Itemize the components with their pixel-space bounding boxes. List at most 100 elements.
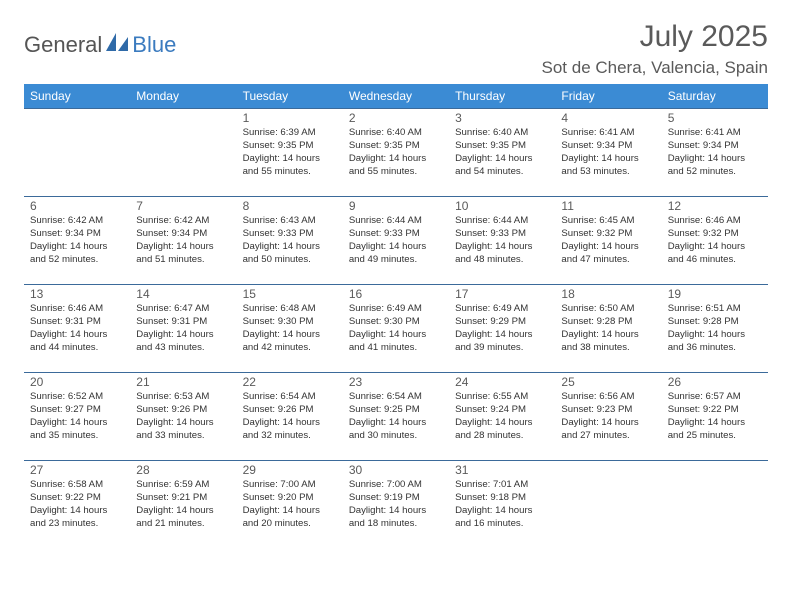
weekday-header: Saturday	[662, 84, 768, 109]
weekday-header: Tuesday	[237, 84, 343, 109]
day-number: 16	[349, 287, 443, 301]
location-text: Sot de Chera, Valencia, Spain	[542, 58, 769, 78]
day-number: 23	[349, 375, 443, 389]
calendar-cell: 30 Sunrise: 7:00 AMSunset: 9:19 PMDayligh…	[343, 461, 449, 549]
day-info: Sunrise: 6:44 AMSunset: 9:33 PMDaylight:…	[349, 215, 443, 267]
day-number: 14	[136, 287, 230, 301]
calendar-cell-empty	[130, 109, 236, 197]
day-number: 20	[30, 375, 124, 389]
calendar-row: 27Sunrise: 6:58 AMSunset: 9:22 PMDayligh…	[24, 461, 768, 549]
calendar-cell: 28Sunrise: 6:59 AMSunset: 9:21 PMDayligh…	[130, 461, 236, 549]
logo: General Blue	[24, 20, 176, 58]
day-number: 13	[30, 287, 124, 301]
day-number: 5	[668, 111, 762, 125]
day-info: Sunrise: 6:57 AMSunset: 9:22 PMDaylight:…	[668, 391, 762, 443]
calendar-cell: 3Sunrise: 6:40 AMSunset: 9:35 PMDaylight…	[449, 109, 555, 197]
logo-sail-icon	[106, 33, 128, 58]
day-number: 7	[136, 199, 230, 213]
day-number: 24	[455, 375, 549, 389]
day-info: Sunrise: 6:45 AMSunset: 9:32 PMDaylight:…	[561, 215, 655, 267]
day-number: 21	[136, 375, 230, 389]
header: General Blue July 2025 Sot de Chera, Val…	[24, 20, 768, 78]
calendar-cell: 13 Sunrise: 6:46 AMSunset: 9:31 PMDayligh…	[24, 285, 130, 373]
calendar-row: 1 Sunrise: 6:39 AMSunset: 9:35 PMDaylight…	[24, 109, 768, 197]
day-number: 25	[561, 375, 655, 389]
day-number: 18	[561, 287, 655, 301]
day-info: Sunrise: 6:46 AMSunset: 9:31 PMDaylight:…	[30, 303, 124, 355]
calendar-body: 1 Sunrise: 6:39 AMSunset: 9:35 PMDaylight…	[24, 109, 768, 549]
calendar-cell: 9 Sunrise: 6:44 AMSunset: 9:33 PMDaylight…	[343, 197, 449, 285]
day-info: Sunrise: 6:48 AMSunset: 9:30 PMDaylight:…	[243, 303, 337, 355]
calendar-table: SundayMondayTuesdayWednesdayThursdayFrid…	[24, 84, 768, 549]
calendar-cell: 17Sunrise: 6:49 AMSunset: 9:29 PMDayligh…	[449, 285, 555, 373]
day-number: 1	[243, 111, 337, 125]
calendar-cell: 24 Sunrise: 6:55 AMSunset: 9:24 PMDayligh…	[449, 373, 555, 461]
day-number: 4	[561, 111, 655, 125]
calendar-cell: 20Sunrise: 6:52 AMSunset: 9:27 PMDayligh…	[24, 373, 130, 461]
day-info: Sunrise: 6:41 AMSunset: 9:34 PMDaylight:…	[561, 127, 655, 179]
day-number: 10	[455, 199, 549, 213]
calendar-cell: 5 Sunrise: 6:41 AMSunset: 9:34 PMDaylight…	[662, 109, 768, 197]
day-info: Sunrise: 6:51 AMSunset: 9:28 PMDaylight:…	[668, 303, 762, 355]
calendar-cell: 22 Sunrise: 6:54 AMSunset: 9:26 PMDayligh…	[237, 373, 343, 461]
calendar-cell: 19 Sunrise: 6:51 AMSunset: 9:28 PMDayligh…	[662, 285, 768, 373]
day-info: Sunrise: 6:54 AMSunset: 9:26 PMDaylight:…	[243, 391, 337, 443]
calendar-cell: 18 Sunrise: 6:50 AMSunset: 9:28 PMDayligh…	[555, 285, 661, 373]
calendar-cell: 15 Sunrise: 6:48 AMSunset: 9:30 PMDayligh…	[237, 285, 343, 373]
calendar-cell: 12 Sunrise: 6:46 AMSunset: 9:32 PMDayligh…	[662, 197, 768, 285]
day-info: Sunrise: 6:47 AMSunset: 9:31 PMDaylight:…	[136, 303, 230, 355]
calendar-row: 13 Sunrise: 6:46 AMSunset: 9:31 PMDayligh…	[24, 285, 768, 373]
day-info: Sunrise: 6:55 AMSunset: 9:24 PMDaylight:…	[455, 391, 549, 443]
calendar-cell: 16 Sunrise: 6:49 AMSunset: 9:30 PMDayligh…	[343, 285, 449, 373]
day-number: 31	[455, 463, 549, 477]
day-info: Sunrise: 6:46 AMSunset: 9:32 PMDaylight:…	[668, 215, 762, 267]
day-info: Sunrise: 6:49 AMSunset: 9:30 PMDaylight:…	[349, 303, 443, 355]
day-number: 30	[349, 463, 443, 477]
calendar-row: 6 Sunrise: 6:42 AMSunset: 9:34 PMDaylight…	[24, 197, 768, 285]
day-number: 11	[561, 199, 655, 213]
day-number: 15	[243, 287, 337, 301]
day-number: 9	[349, 199, 443, 213]
calendar-cell: 1 Sunrise: 6:39 AMSunset: 9:35 PMDaylight…	[237, 109, 343, 197]
calendar-cell: 4 Sunrise: 6:41 AMSunset: 9:34 PMDaylight…	[555, 109, 661, 197]
calendar-cell: 27Sunrise: 6:58 AMSunset: 9:22 PMDayligh…	[24, 461, 130, 549]
calendar-cell: 7 Sunrise: 6:42 AMSunset: 9:34 PMDaylight…	[130, 197, 236, 285]
day-info: Sunrise: 6:40 AMSunset: 9:35 PMDaylight:…	[455, 127, 549, 179]
day-number: 2	[349, 111, 443, 125]
day-number: 28	[136, 463, 230, 477]
day-info: Sunrise: 6:40 AMSunset: 9:35 PMDaylight:…	[349, 127, 443, 179]
weekday-header: Monday	[130, 84, 236, 109]
calendar-cell: 26 Sunrise: 6:57 AMSunset: 9:22 PMDayligh…	[662, 373, 768, 461]
page-title: July 2025	[542, 20, 769, 54]
title-block: July 2025 Sot de Chera, Valencia, Spain	[542, 20, 769, 78]
logo-text-general: General	[24, 32, 102, 58]
day-info: Sunrise: 6:54 AMSunset: 9:25 PMDaylight:…	[349, 391, 443, 443]
calendar-cell: 14 Sunrise: 6:47 AMSunset: 9:31 PMDayligh…	[130, 285, 236, 373]
day-info: Sunrise: 6:41 AMSunset: 9:34 PMDaylight:…	[668, 127, 762, 179]
day-number: 26	[668, 375, 762, 389]
calendar-cell: 31 Sunrise: 7:01 AMSunset: 9:18 PMDayligh…	[449, 461, 555, 549]
calendar-cell: 10Sunrise: 6:44 AMSunset: 9:33 PMDayligh…	[449, 197, 555, 285]
day-info: Sunrise: 6:42 AMSunset: 9:34 PMDaylight:…	[136, 215, 230, 267]
day-info: Sunrise: 7:01 AMSunset: 9:18 PMDaylight:…	[455, 479, 549, 531]
calendar-cell-empty	[555, 461, 661, 549]
weekday-header: Thursday	[449, 84, 555, 109]
calendar-cell: 29Sunrise: 7:00 AMSunset: 9:20 PMDayligh…	[237, 461, 343, 549]
day-number: 19	[668, 287, 762, 301]
day-number: 22	[243, 375, 337, 389]
day-number: 12	[668, 199, 762, 213]
day-info: Sunrise: 7:00 AMSunset: 9:19 PMDaylight:…	[349, 479, 443, 531]
day-info: Sunrise: 6:39 AMSunset: 9:35 PMDaylight:…	[243, 127, 337, 179]
day-number: 27	[30, 463, 124, 477]
calendar-cell: 2 Sunrise: 6:40 AMSunset: 9:35 PMDaylight…	[343, 109, 449, 197]
calendar-cell-empty	[662, 461, 768, 549]
weekday-header: Friday	[555, 84, 661, 109]
day-info: Sunrise: 6:56 AMSunset: 9:23 PMDaylight:…	[561, 391, 655, 443]
day-info: Sunrise: 6:49 AMSunset: 9:29 PMDaylight:…	[455, 303, 549, 355]
day-number: 6	[30, 199, 124, 213]
calendar-header-row: SundayMondayTuesdayWednesdayThursdayFrid…	[24, 84, 768, 109]
calendar-cell: 6Sunrise: 6:42 AMSunset: 9:34 PMDaylight…	[24, 197, 130, 285]
day-number: 29	[243, 463, 337, 477]
day-info: Sunrise: 6:50 AMSunset: 9:28 PMDaylight:…	[561, 303, 655, 355]
calendar-cell: 23 Sunrise: 6:54 AMSunset: 9:25 PMDayligh…	[343, 373, 449, 461]
